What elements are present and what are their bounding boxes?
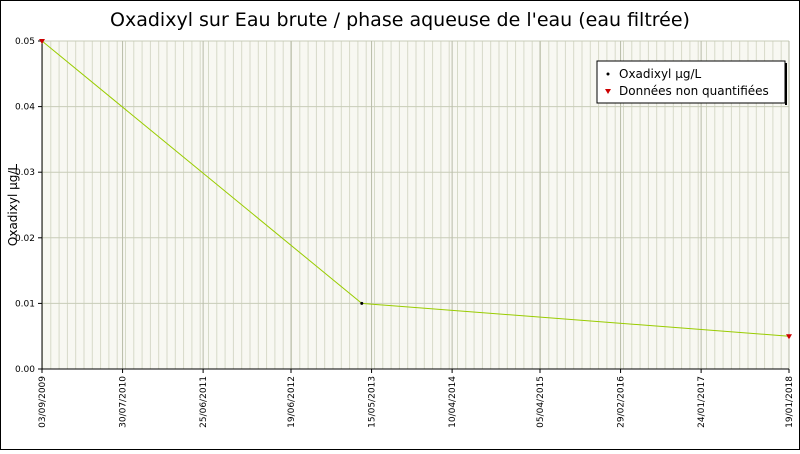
x-tick-label: 05/04/2015 bbox=[536, 376, 546, 428]
y-tick-label: 0.04 bbox=[15, 103, 35, 113]
y-tick-label: 0.02 bbox=[15, 234, 35, 244]
y-tick-label: 0.01 bbox=[15, 299, 35, 309]
x-tick-label: 24/01/2017 bbox=[697, 376, 707, 428]
x-tick-label: 15/05/2013 bbox=[368, 376, 378, 428]
nq-marker bbox=[39, 39, 45, 44]
x-tick-label: 30/07/2010 bbox=[119, 376, 129, 428]
x-tick-label: 19/06/2012 bbox=[287, 376, 297, 428]
legend-swatch bbox=[605, 89, 611, 94]
y-tick-label: 0.00 bbox=[15, 365, 35, 375]
legend-label: Données non quantifiées bbox=[619, 84, 769, 98]
chart-title: Oxadixyl sur Eau brute / phase aqueuse d… bbox=[110, 9, 690, 31]
legend-label: Oxadixyl µg/L bbox=[619, 67, 701, 81]
x-tick-label: 29/02/2016 bbox=[617, 376, 627, 428]
y-tick-label: 0.03 bbox=[15, 168, 35, 178]
x-tick-label: 10/04/2014 bbox=[448, 376, 458, 428]
y-axis-label: Oxadixyl µg/L bbox=[6, 164, 20, 246]
legend: Oxadixyl µg/L Données non quantifiées bbox=[596, 60, 787, 105]
x-tick-label: 25/06/2011 bbox=[199, 376, 209, 428]
legend-swatch bbox=[606, 72, 610, 76]
legend-box bbox=[596, 60, 786, 104]
point bbox=[360, 301, 364, 305]
x-tick-label: 19/01/2018 bbox=[785, 376, 795, 428]
x-tick-label: 03/09/2009 bbox=[38, 376, 48, 428]
legend-shadow bbox=[785, 63, 787, 105]
nq-marker bbox=[786, 334, 792, 340]
y-tick-label: 0.05 bbox=[15, 37, 35, 47]
